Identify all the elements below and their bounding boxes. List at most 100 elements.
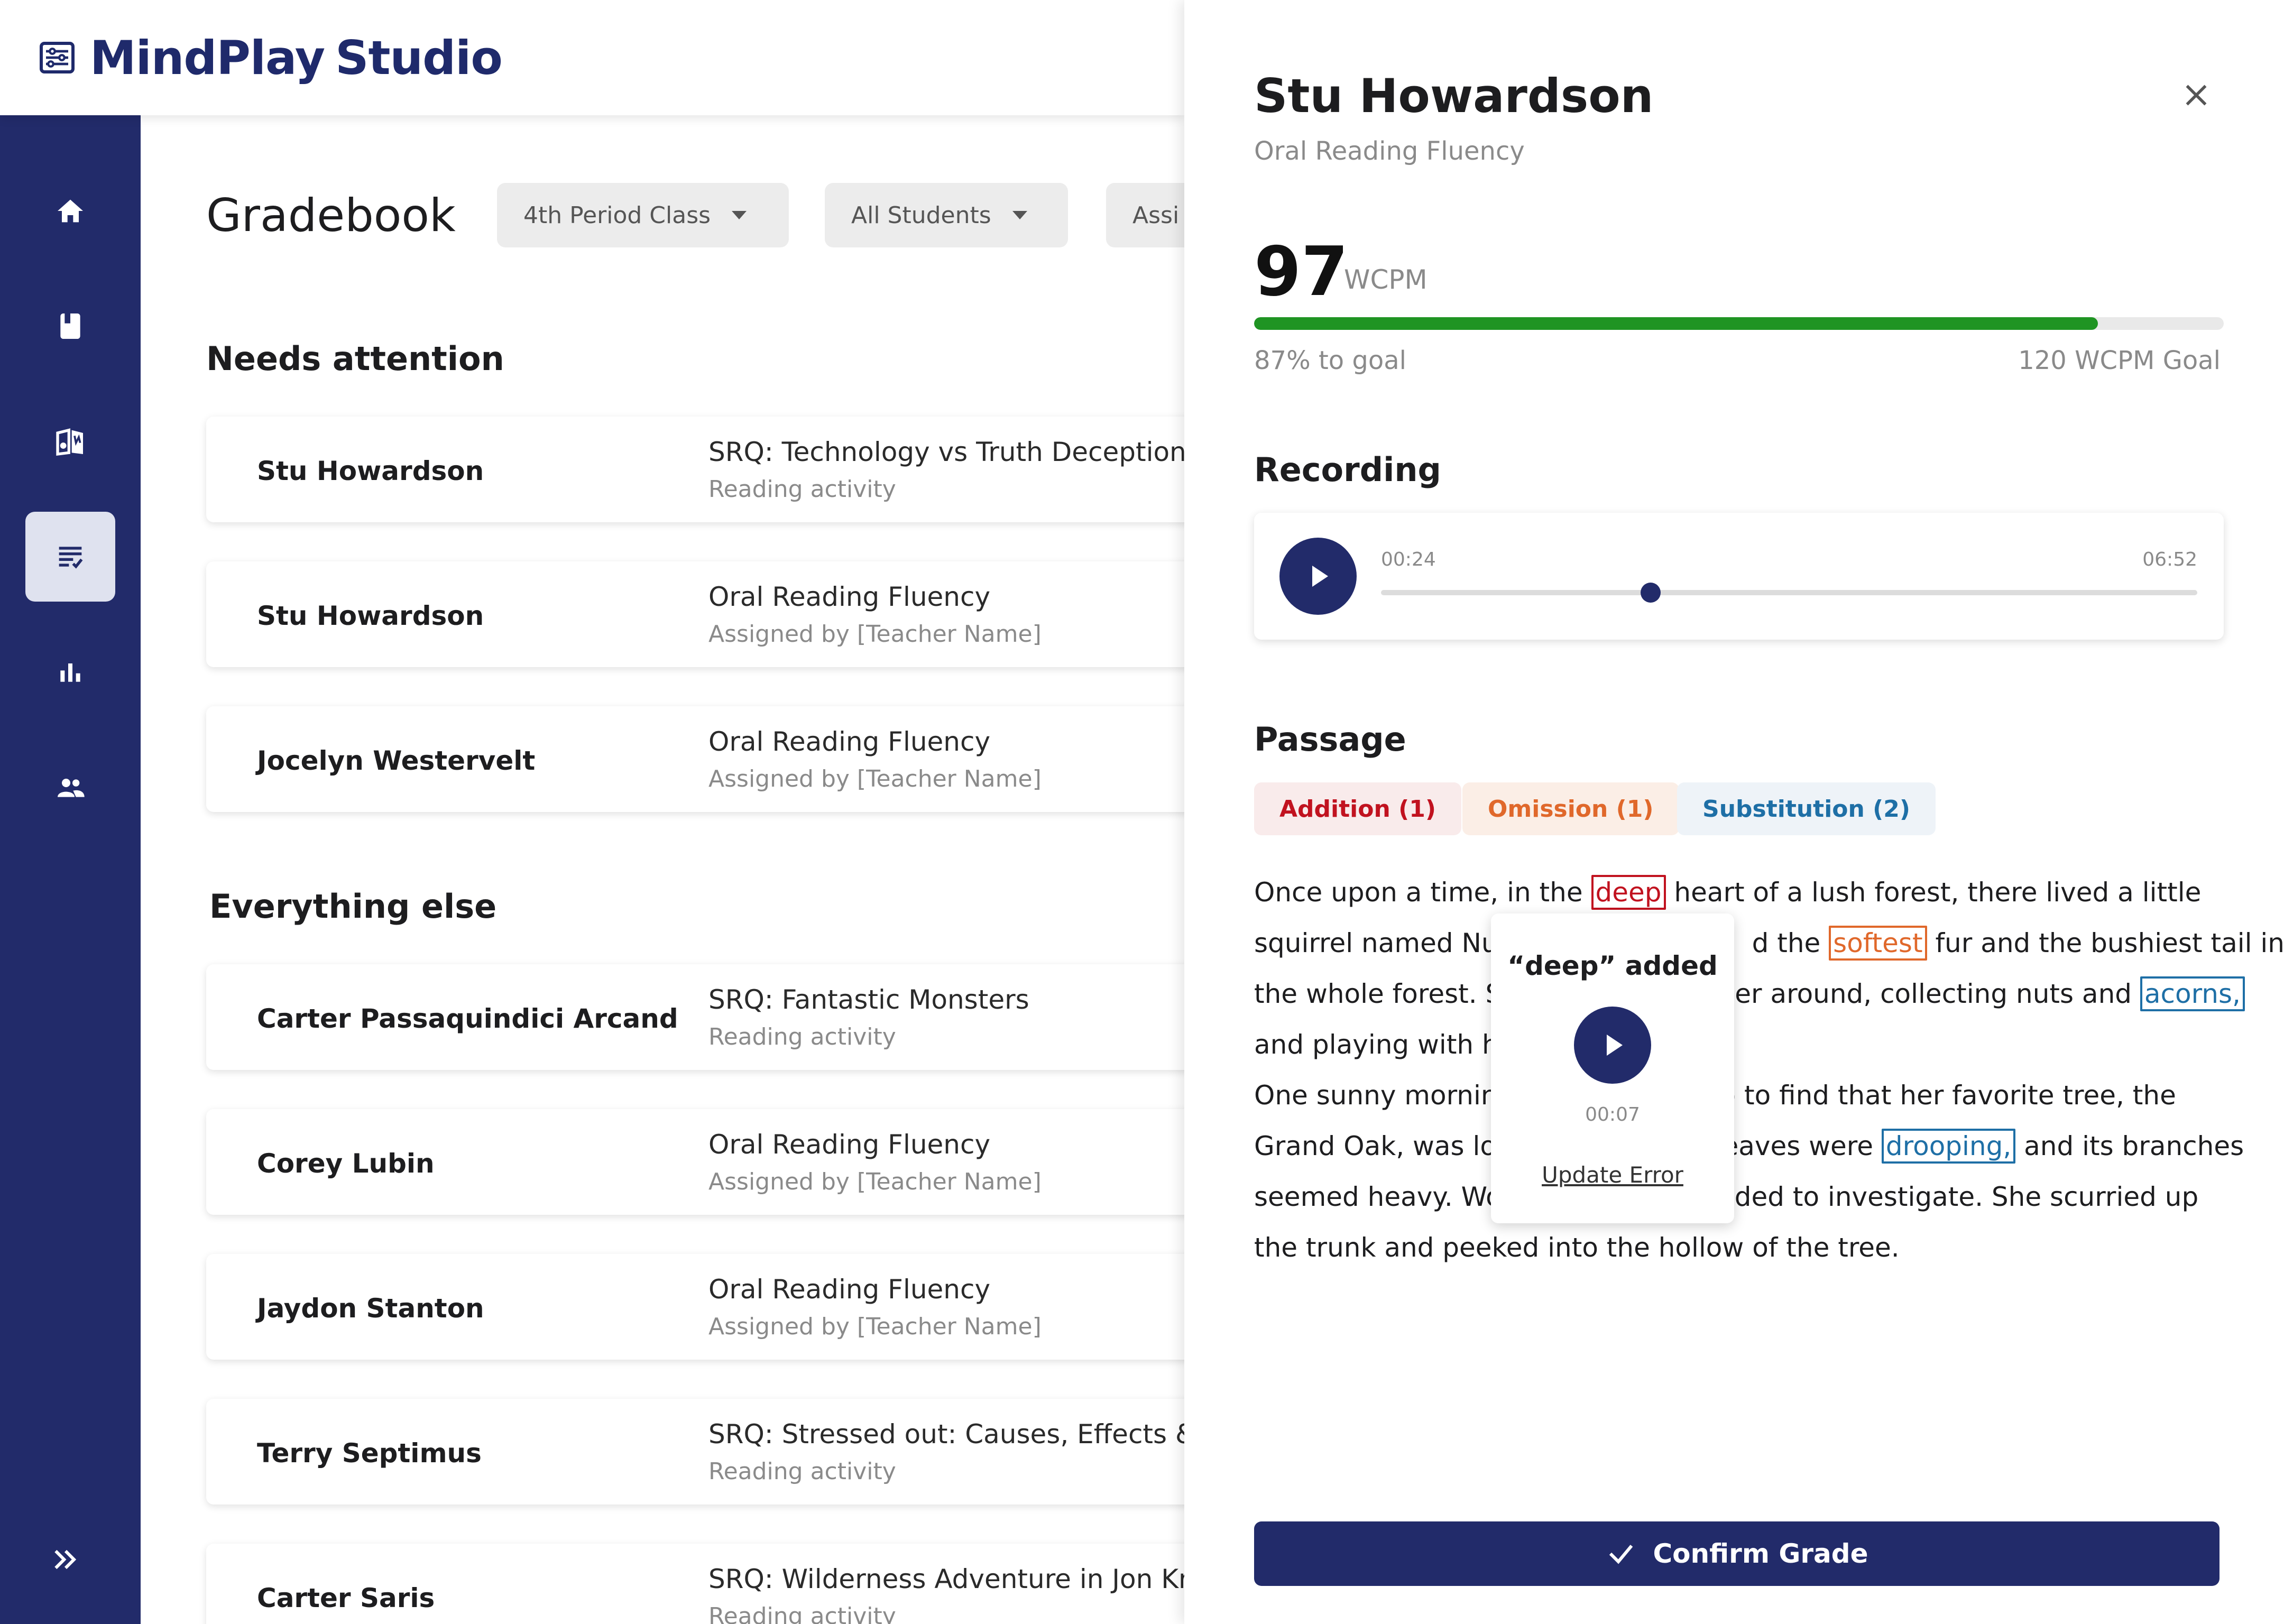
student-name: Stu Howardson — [257, 601, 484, 631]
table-row[interactable]: Stu Howardson SRQ: Technology vs Truth D… — [206, 417, 1211, 522]
everything-else-heading: Everything else — [209, 887, 497, 926]
addition-filter-chip[interactable]: Addition (1) — [1254, 782, 1461, 835]
confirm-grade-button[interactable]: Confirm Grade — [1254, 1521, 2219, 1586]
substitution-filter-chip[interactable]: Substitution (2) — [1677, 782, 1936, 835]
sidebar-item-people[interactable] — [25, 742, 115, 832]
gradebook-icon — [59, 547, 83, 569]
passage-line: One sunny mornin o to find that her favor… — [1254, 1070, 2248, 1121]
class-filter-dropdown[interactable]: 4th Period Class — [497, 183, 789, 247]
activity-title: SRQ: Wilderness Adventure in Jon Kra — [708, 1564, 1206, 1594]
passage-text-run: d the — [1752, 928, 1829, 958]
passage-text-run: heart of a lush forest, there lived a li… — [1665, 877, 2202, 908]
play-icon — [1607, 1035, 1623, 1056]
play-button[interactable] — [1279, 538, 1357, 615]
page-title: Gradebook — [206, 189, 456, 242]
passage-line: the trunk and peeked into the hollow of … — [1254, 1222, 2248, 1273]
app-header: MindPlay Studio — [0, 0, 1184, 115]
table-row[interactable]: Terry Septimus SRQ: Stressed out: Causes… — [206, 1399, 1222, 1505]
goal-target: 120 WCPM Goal — [2018, 346, 2221, 375]
table-row[interactable]: Jaydon Stanton Oral Reading Fluency Assi… — [206, 1254, 1211, 1360]
passage-text-run: the whole forest. S — [1254, 979, 1503, 1009]
activity-title: Oral Reading Fluency — [708, 582, 991, 612]
error-detail-popover: “deep” added 00:07 Update Error — [1491, 914, 1734, 1223]
logo-icon — [40, 42, 75, 73]
update-error-link[interactable]: Update Error — [1542, 1162, 1683, 1188]
activity-subtitle: Reading activity — [708, 1603, 896, 1624]
check-icon — [1609, 1545, 1633, 1564]
wcpm-score: 97 — [1254, 233, 1349, 311]
panel-activity: Oral Reading Fluency — [1254, 136, 1525, 166]
sidebar-item-reading[interactable] — [25, 396, 115, 486]
popover-timestamp: 00:07 — [1585, 1104, 1640, 1125]
activity-title: SRQ: Technology vs Truth Deception — [708, 437, 1186, 467]
substitution-error-word[interactable]: drooping, — [1881, 1129, 2016, 1164]
omission-error-word[interactable]: softest — [1829, 926, 1927, 961]
passage-text: Once upon a time, in the deep heart of a… — [1254, 867, 2284, 1273]
passage-text-run: Once upon a time, in the — [1254, 877, 1591, 908]
class-filter-label: 4th Period Class — [523, 201, 711, 229]
substitution-error-word[interactable]: acorns, — [2140, 976, 2245, 1011]
activity-subtitle: Assigned by [Teacher Name] — [708, 1168, 1042, 1195]
sidebar — [0, 115, 141, 1624]
passage-line: seemed heavy. Wo ded to investigate. She … — [1254, 1171, 2248, 1222]
scrubber-handle[interactable] — [1640, 583, 1661, 603]
panel-student-name: Stu Howardson — [1254, 69, 1654, 123]
table-row[interactable]: Carter Passaquindici Arcand SRQ: Fantast… — [206, 964, 1211, 1070]
activity-subtitle: Assigned by [Teacher Name] — [708, 621, 1042, 648]
activity-subtitle: Reading activity — [708, 476, 896, 503]
passage-text-run: seemed heavy. Wo — [1254, 1182, 1502, 1212]
close-icon[interactable] — [2180, 79, 2212, 111]
activity-title: Oral Reading Fluency — [708, 1129, 991, 1160]
table-row[interactable]: Jocelyn Westervelt Oral Reading Fluency … — [206, 706, 1211, 812]
activity-subtitle: Assigned by [Teacher Name] — [708, 765, 1042, 792]
passage-line: Once upon a time, in the deep heart of a… — [1254, 867, 2248, 918]
reading-icon — [56, 428, 83, 456]
assignment-filter-label: Assi — [1132, 201, 1180, 229]
passage-text-run: er around, collecting nuts and — [1735, 979, 2140, 1009]
brand-logo[interactable]: MindPlay Studio — [90, 30, 503, 85]
passage-text-run: o to find that her favorite tree, the — [1719, 1080, 2176, 1111]
student-name: Stu Howardson — [257, 456, 484, 486]
activity-subtitle: Reading activity — [708, 1023, 896, 1050]
brand-sub: Studio — [335, 30, 503, 85]
passage-text-run: squirrel named Nu — [1254, 928, 1498, 958]
playback-scrubber[interactable] — [1381, 583, 2197, 603]
popover-title: “deep” added — [1507, 951, 1718, 981]
student-name: Terry Septimus — [257, 1438, 482, 1469]
passage-text-run: ded to investigate. She scurried up — [1734, 1182, 2199, 1212]
confirm-grade-label: Confirm Grade — [1653, 1538, 1868, 1569]
passage-line: Grand Oak, was loc eaves were drooping, a… — [1254, 1121, 2248, 1171]
student-name: Carter Saris — [257, 1583, 435, 1613]
sidebar-item-library[interactable] — [25, 281, 115, 371]
book-icon — [60, 313, 80, 339]
student-filter-dropdown[interactable]: All Students — [825, 183, 1068, 247]
needs-attention-heading: Needs attention — [206, 339, 504, 378]
people-icon — [58, 779, 85, 797]
passage-heading: Passage — [1254, 720, 1406, 759]
passage-text-run: and its branches — [2015, 1131, 2244, 1161]
time-total: 06:52 — [2142, 549, 2197, 570]
passage-text-run: the trunk and peeked into the hollow of … — [1254, 1232, 1900, 1263]
passage-text-run: Grand Oak, was loc — [1254, 1131, 1511, 1161]
student-name: Jaydon Stanton — [257, 1293, 484, 1324]
student-filter-label: All Students — [851, 201, 991, 229]
time-current: 00:24 — [1381, 549, 1436, 570]
omission-filter-chip[interactable]: Omission (1) — [1462, 782, 1679, 835]
activity-subtitle: Assigned by [Teacher Name] — [708, 1313, 1042, 1340]
table-row[interactable]: Carter Saris SRQ: Wilderness Adventure i… — [206, 1544, 1211, 1624]
table-row[interactable]: Corey Lubin Oral Reading Fluency Assigne… — [206, 1109, 1211, 1215]
passage-text-run: and playing with h — [1254, 1029, 1499, 1060]
home-icon — [58, 199, 83, 223]
chevron-double-right-icon[interactable] — [49, 1543, 82, 1576]
addition-error-word[interactable]: deep — [1591, 875, 1666, 910]
sidebar-item-gradebook[interactable] — [25, 512, 115, 602]
sidebar-item-reports[interactable] — [25, 627, 115, 717]
passage-text-run: eaves were — [1722, 1131, 1882, 1161]
activity-title: SRQ: Fantastic Monsters — [708, 984, 1029, 1015]
sidebar-item-home[interactable] — [25, 166, 115, 256]
table-row[interactable]: Stu Howardson Oral Reading Fluency Assig… — [206, 561, 1211, 667]
popover-play-button[interactable] — [1574, 1007, 1651, 1084]
goal-progress-bar — [1254, 317, 2224, 330]
bar-chart-icon — [60, 663, 80, 682]
activity-title: SRQ: Stressed out: Causes, Effects & K — [708, 1419, 1222, 1450]
